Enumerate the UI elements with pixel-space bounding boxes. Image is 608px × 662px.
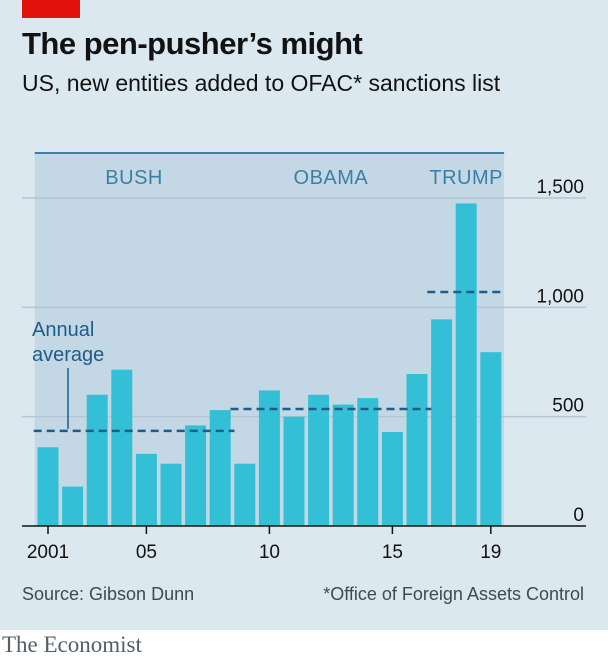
bar-2014 (357, 398, 379, 526)
average-lines (33, 290, 506, 433)
y-tick-label: 500 (552, 396, 584, 417)
source-note: Source: Gibson Dunn (22, 584, 195, 604)
brand-red-tag (22, 0, 80, 18)
bar-2006 (160, 463, 182, 526)
bar-2012 (308, 394, 330, 526)
x-tick-label: 05 (136, 542, 157, 563)
bar-2005 (135, 453, 157, 526)
era-label-obama: OBAMA (294, 167, 369, 189)
y-tick-label: 1,500 (536, 177, 584, 198)
era-label-trump: TRUMP (429, 167, 503, 189)
era-label-bush: BUSH (105, 167, 163, 189)
bar-2002 (62, 486, 84, 526)
footnote: *Office of Foreign Assets Control (323, 584, 584, 604)
bar-2016 (406, 374, 428, 526)
bar-2007 (185, 425, 207, 526)
bar-2013 (332, 404, 354, 526)
publication-logo: The Economist (2, 632, 142, 657)
bar-2008 (209, 410, 231, 526)
bar-2009 (234, 463, 256, 526)
bar-2010 (258, 390, 280, 526)
labels: BUSH OBAMA TRUMP 0 500 1,000 1,500 2001 05 10 15 19… (27, 167, 584, 563)
annotation-annual-average: Annual average (32, 319, 104, 366)
bar-2019 (480, 352, 502, 526)
chart-subtitle: US, new entities added to OFAC* sanction… (22, 70, 501, 96)
axes (22, 525, 586, 534)
y-tick-label: 1,000 (536, 286, 584, 307)
x-tick-label: 2001 (27, 542, 69, 563)
bar-2003 (86, 394, 108, 526)
x-tick-label: 10 (259, 542, 280, 563)
bar-2015 (381, 431, 403, 526)
y-tick-label: 0 (573, 505, 584, 526)
x-tick-label: 19 (480, 542, 501, 563)
bar-2001 (37, 447, 59, 526)
x-tick-label: 15 (382, 542, 403, 563)
chart-title: The pen-pusher’s might (22, 26, 363, 61)
bar-2018 (455, 203, 477, 526)
bar-2004 (111, 369, 133, 526)
bar-2017 (431, 319, 453, 526)
bar-2011 (283, 416, 305, 526)
bars (37, 203, 502, 526)
bar-chart: BUSH OBAMA TRUMP 0 500 1,000 1,500 2001 05 10 15 19… (22, 152, 586, 563)
